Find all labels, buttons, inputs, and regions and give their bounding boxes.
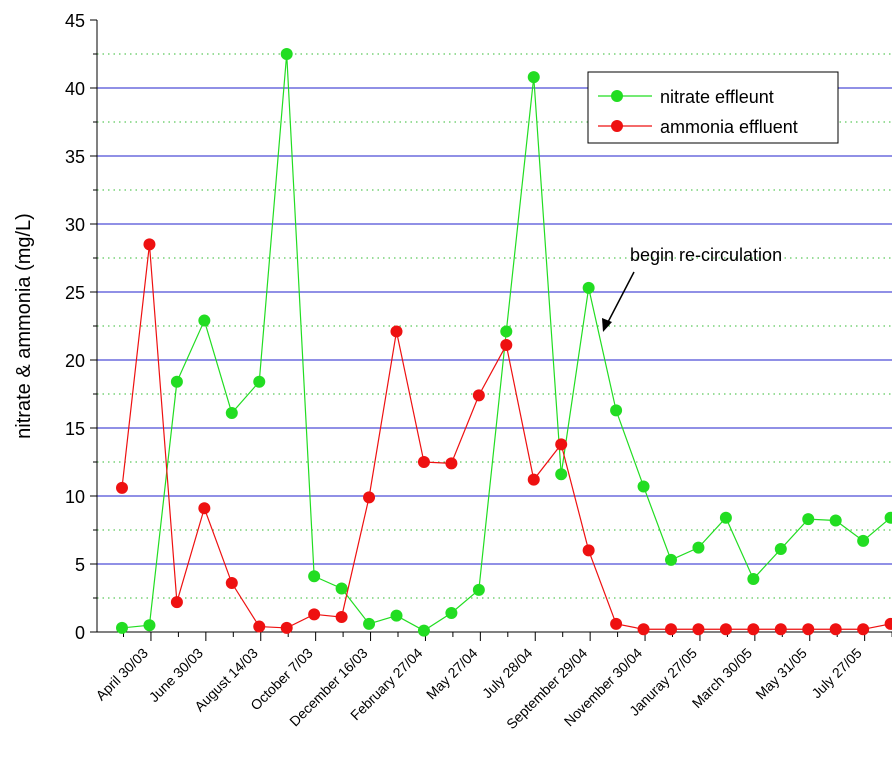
data-point: [308, 570, 321, 583]
data-point: [116, 481, 128, 494]
legend-marker: [611, 120, 623, 132]
data-point: [610, 404, 623, 417]
legend-marker: [611, 90, 623, 102]
data-point: [665, 553, 677, 566]
data-point: [610, 617, 623, 630]
data-point: [719, 623, 732, 636]
annotation-arrowhead: [602, 318, 612, 332]
data-point: [335, 582, 348, 595]
data-point: [445, 457, 458, 470]
x-tick-label: July 27/05: [808, 645, 865, 702]
data-point: [280, 48, 293, 60]
data-point: [143, 238, 156, 251]
x-tick-label: March 30/05: [689, 645, 755, 711]
data-point: [253, 620, 266, 633]
x-tick-label: April 30/03: [92, 645, 151, 704]
y-tick-label: 20: [65, 351, 85, 371]
y-tick-label: 10: [65, 487, 85, 507]
data-point: [225, 407, 238, 420]
data-point: [170, 375, 183, 388]
series-line: [121, 244, 891, 630]
data-point: [390, 325, 403, 338]
data-point: [417, 456, 430, 468]
data-point: [335, 611, 348, 624]
data-point: [829, 623, 842, 636]
data-point: [253, 375, 266, 388]
data-point: [363, 617, 376, 630]
x-tick-label: July 28/04: [479, 645, 536, 702]
data-point: [308, 608, 321, 621]
data-point: [774, 623, 787, 636]
data-point: [802, 623, 815, 636]
data-point: [884, 511, 892, 524]
y-tick-label: 30: [65, 215, 85, 235]
y-tick-label: 15: [65, 419, 85, 439]
data-point: [170, 596, 183, 609]
data-point: [692, 623, 705, 636]
data-point: [802, 513, 815, 526]
data-point: [582, 281, 595, 294]
legend-label: nitrate effleunt: [660, 87, 774, 107]
data-point: [527, 71, 540, 84]
data-point: [390, 609, 403, 622]
data-point: [829, 514, 842, 527]
data-point: [774, 543, 787, 556]
y-tick-label: 0: [75, 623, 85, 643]
y-tick-label: 45: [65, 11, 85, 31]
data-point: [472, 583, 485, 596]
data-point: [884, 617, 892, 630]
data-point: [500, 339, 513, 352]
data-point: [747, 623, 760, 636]
data-point: [555, 468, 568, 481]
data-point: [445, 606, 458, 619]
data-point: [116, 621, 128, 634]
data-point: [747, 572, 760, 585]
data-point: [857, 623, 870, 636]
data-point: [472, 389, 485, 402]
data-point: [198, 314, 211, 327]
y-tick-label: 25: [65, 283, 85, 303]
y-tick-label: 5: [75, 555, 85, 575]
data-point: [857, 534, 870, 547]
data-point: [280, 621, 293, 634]
data-point: [417, 624, 430, 637]
data-point: [555, 438, 568, 451]
data-point: [637, 480, 650, 493]
y-axis-label: nitrate & ammonia (mg/L): [13, 213, 35, 439]
annotation-arrow: [606, 271, 635, 325]
data-point: [363, 491, 376, 504]
annotation: begin re-circulation: [630, 245, 782, 265]
data-point: [719, 511, 732, 524]
data-point: [500, 325, 513, 338]
x-tick-label: May 31/05: [752, 645, 810, 703]
data-point: [692, 541, 705, 554]
legend-label: ammonia effluent: [660, 117, 798, 137]
data-point: [225, 577, 238, 590]
y-tick-label: 35: [65, 147, 85, 167]
x-tick-label: May 27/04: [423, 645, 481, 703]
data-point: [582, 544, 595, 557]
data-point: [198, 502, 211, 515]
data-point: [665, 623, 677, 636]
data-point: [637, 623, 650, 636]
legend-box: [587, 71, 839, 144]
data-point: [527, 473, 540, 486]
y-tick-label: 40: [65, 79, 85, 99]
data-point: [143, 619, 156, 632]
